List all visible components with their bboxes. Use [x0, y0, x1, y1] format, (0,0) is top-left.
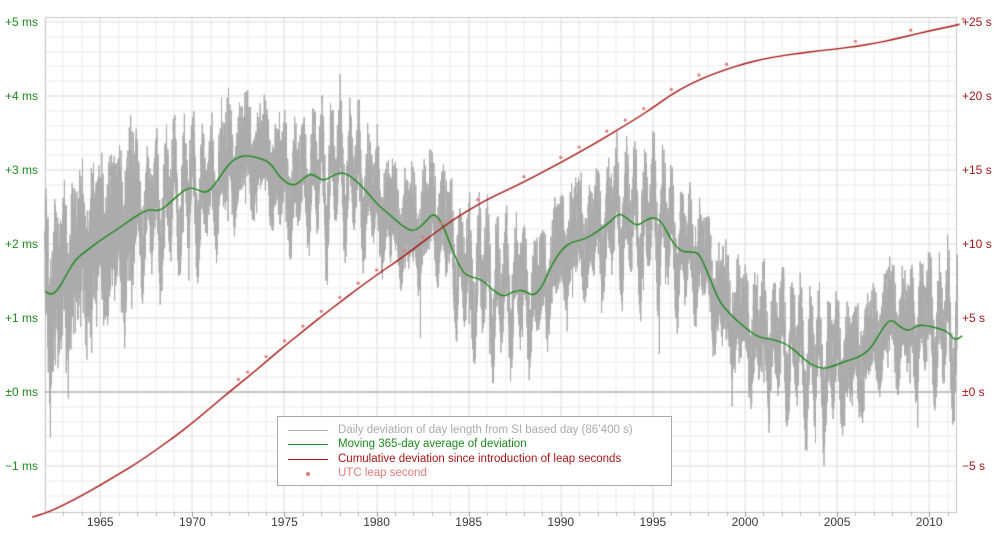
x-tick-label: 1995	[639, 515, 667, 529]
leap-second-dot-swatch	[288, 471, 328, 476]
x-tick-label: 2005	[823, 515, 851, 529]
x-tick-label: 1990	[547, 515, 575, 529]
y-right-tick-label: +25 s	[962, 15, 992, 29]
legend-row-moving-average: Moving 365-day average of deviation	[288, 438, 671, 453]
legend-row-daily-deviation: Daily deviation of day length from SI ba…	[288, 423, 671, 438]
y-right-tick-label: +20 s	[962, 89, 992, 103]
x-tick-label: 1965	[86, 515, 114, 529]
y-left-tick-label: +1 ms	[4, 311, 38, 325]
legend-label: Cumulative deviation since introduction …	[338, 452, 622, 465]
moving-average-line-swatch	[288, 444, 328, 446]
legend-label: Daily deviation of day length from SI ba…	[338, 423, 633, 436]
x-tick-label: 2010	[915, 515, 943, 529]
y-right-tick-label: +10 s	[962, 237, 992, 251]
cumulative-deviation-line-swatch	[288, 458, 328, 460]
x-tick-label: 1970	[179, 515, 206, 529]
legend-label: UTC leap second	[338, 467, 427, 480]
legend-row-cumulative-deviation: Cumulative deviation since introduction …	[288, 452, 671, 467]
y-left-tick-label: +4 ms	[4, 89, 38, 103]
y-left-tick-label: +5 ms	[4, 15, 38, 29]
x-tick-label: 1975	[271, 515, 298, 529]
y-right-tick-label: −5 s	[962, 459, 986, 473]
y-left-tick-label: +3 ms	[4, 163, 38, 177]
x-tick-label: 2000	[731, 515, 759, 529]
legend: Daily deviation of day length from SI ba…	[277, 416, 672, 486]
y-left-tick-label: +2 ms	[4, 237, 38, 251]
y-right-tick-label: +5 s	[962, 311, 986, 325]
y-left-tick-label: ±0 ms	[5, 385, 38, 399]
daily-deviation-line-swatch	[288, 429, 328, 431]
x-tick-label: 1980	[363, 515, 390, 529]
x-tick-label: 1985	[455, 515, 482, 529]
y-right-tick-label: +15 s	[962, 163, 992, 177]
legend-row-utc-leap-second: UTC leap second	[288, 467, 671, 482]
y-right-tick-label: ±0 s	[962, 385, 985, 399]
legend-label: Moving 365-day average of deviation	[338, 438, 527, 451]
y-left-tick-label: −1 ms	[4, 459, 38, 473]
